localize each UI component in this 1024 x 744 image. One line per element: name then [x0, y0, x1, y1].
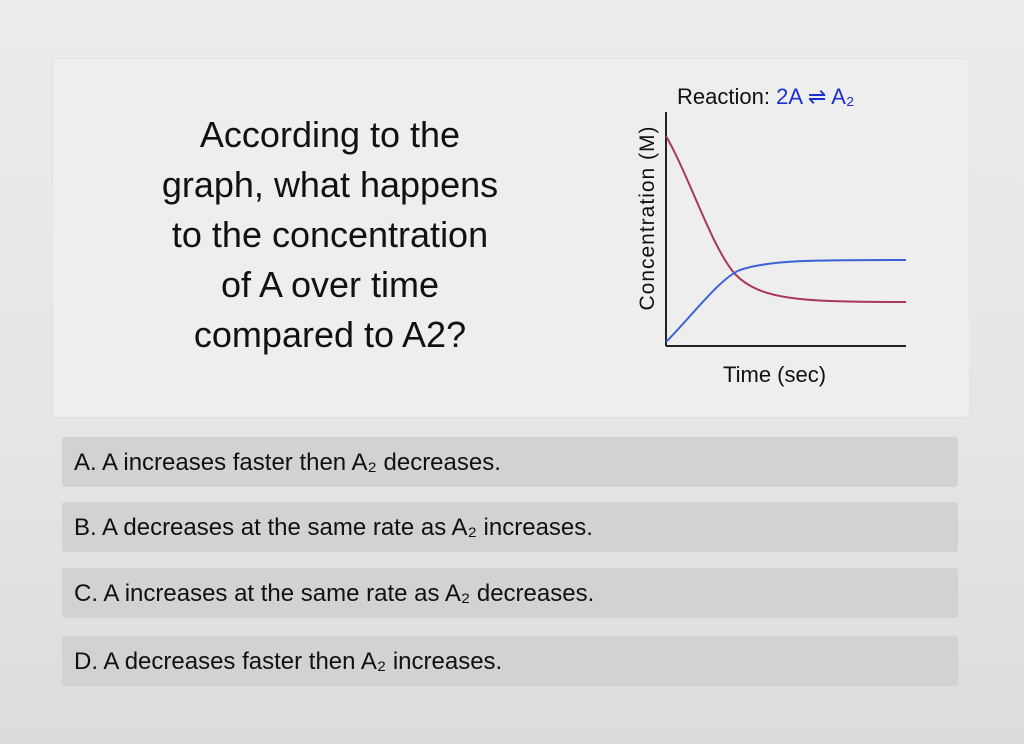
question-line: graph, what happens: [161, 164, 499, 205]
reaction-title: Reaction: 2A ⇌ A₂: [677, 84, 854, 110]
x-axis-label: Time (sec): [723, 362, 827, 387]
graph-canvas: [665, 112, 907, 347]
concentration-graph: Reaction: 2A ⇌ A₂ Concentration (M) Time…: [620, 78, 920, 398]
question-panel: [52, 58, 970, 418]
question-line: compared to A2?: [193, 314, 467, 355]
reaction-equation: 2A ⇌ A₂: [776, 84, 855, 109]
question-line: to the concentration: [171, 214, 489, 255]
curve-a2-line: [665, 259, 907, 343]
question-line: of A over time: [220, 264, 440, 305]
answer-option-b[interactable]: B. A decreases at the same rate as A₂ in…: [62, 502, 958, 552]
reaction-label: Reaction:: [677, 84, 770, 109]
answer-option-a[interactable]: A. A increases faster then A₂ decreases.: [62, 437, 958, 487]
question-line: According to the: [199, 114, 461, 155]
answer-option-d[interactable]: D. A decreases faster then A₂ increases.: [62, 636, 958, 686]
curve-a-line: [665, 135, 907, 303]
question-text: According to the graph, what happens to …: [100, 110, 560, 360]
answer-option-c[interactable]: C. A increases at the same rate as A₂ de…: [62, 568, 958, 618]
